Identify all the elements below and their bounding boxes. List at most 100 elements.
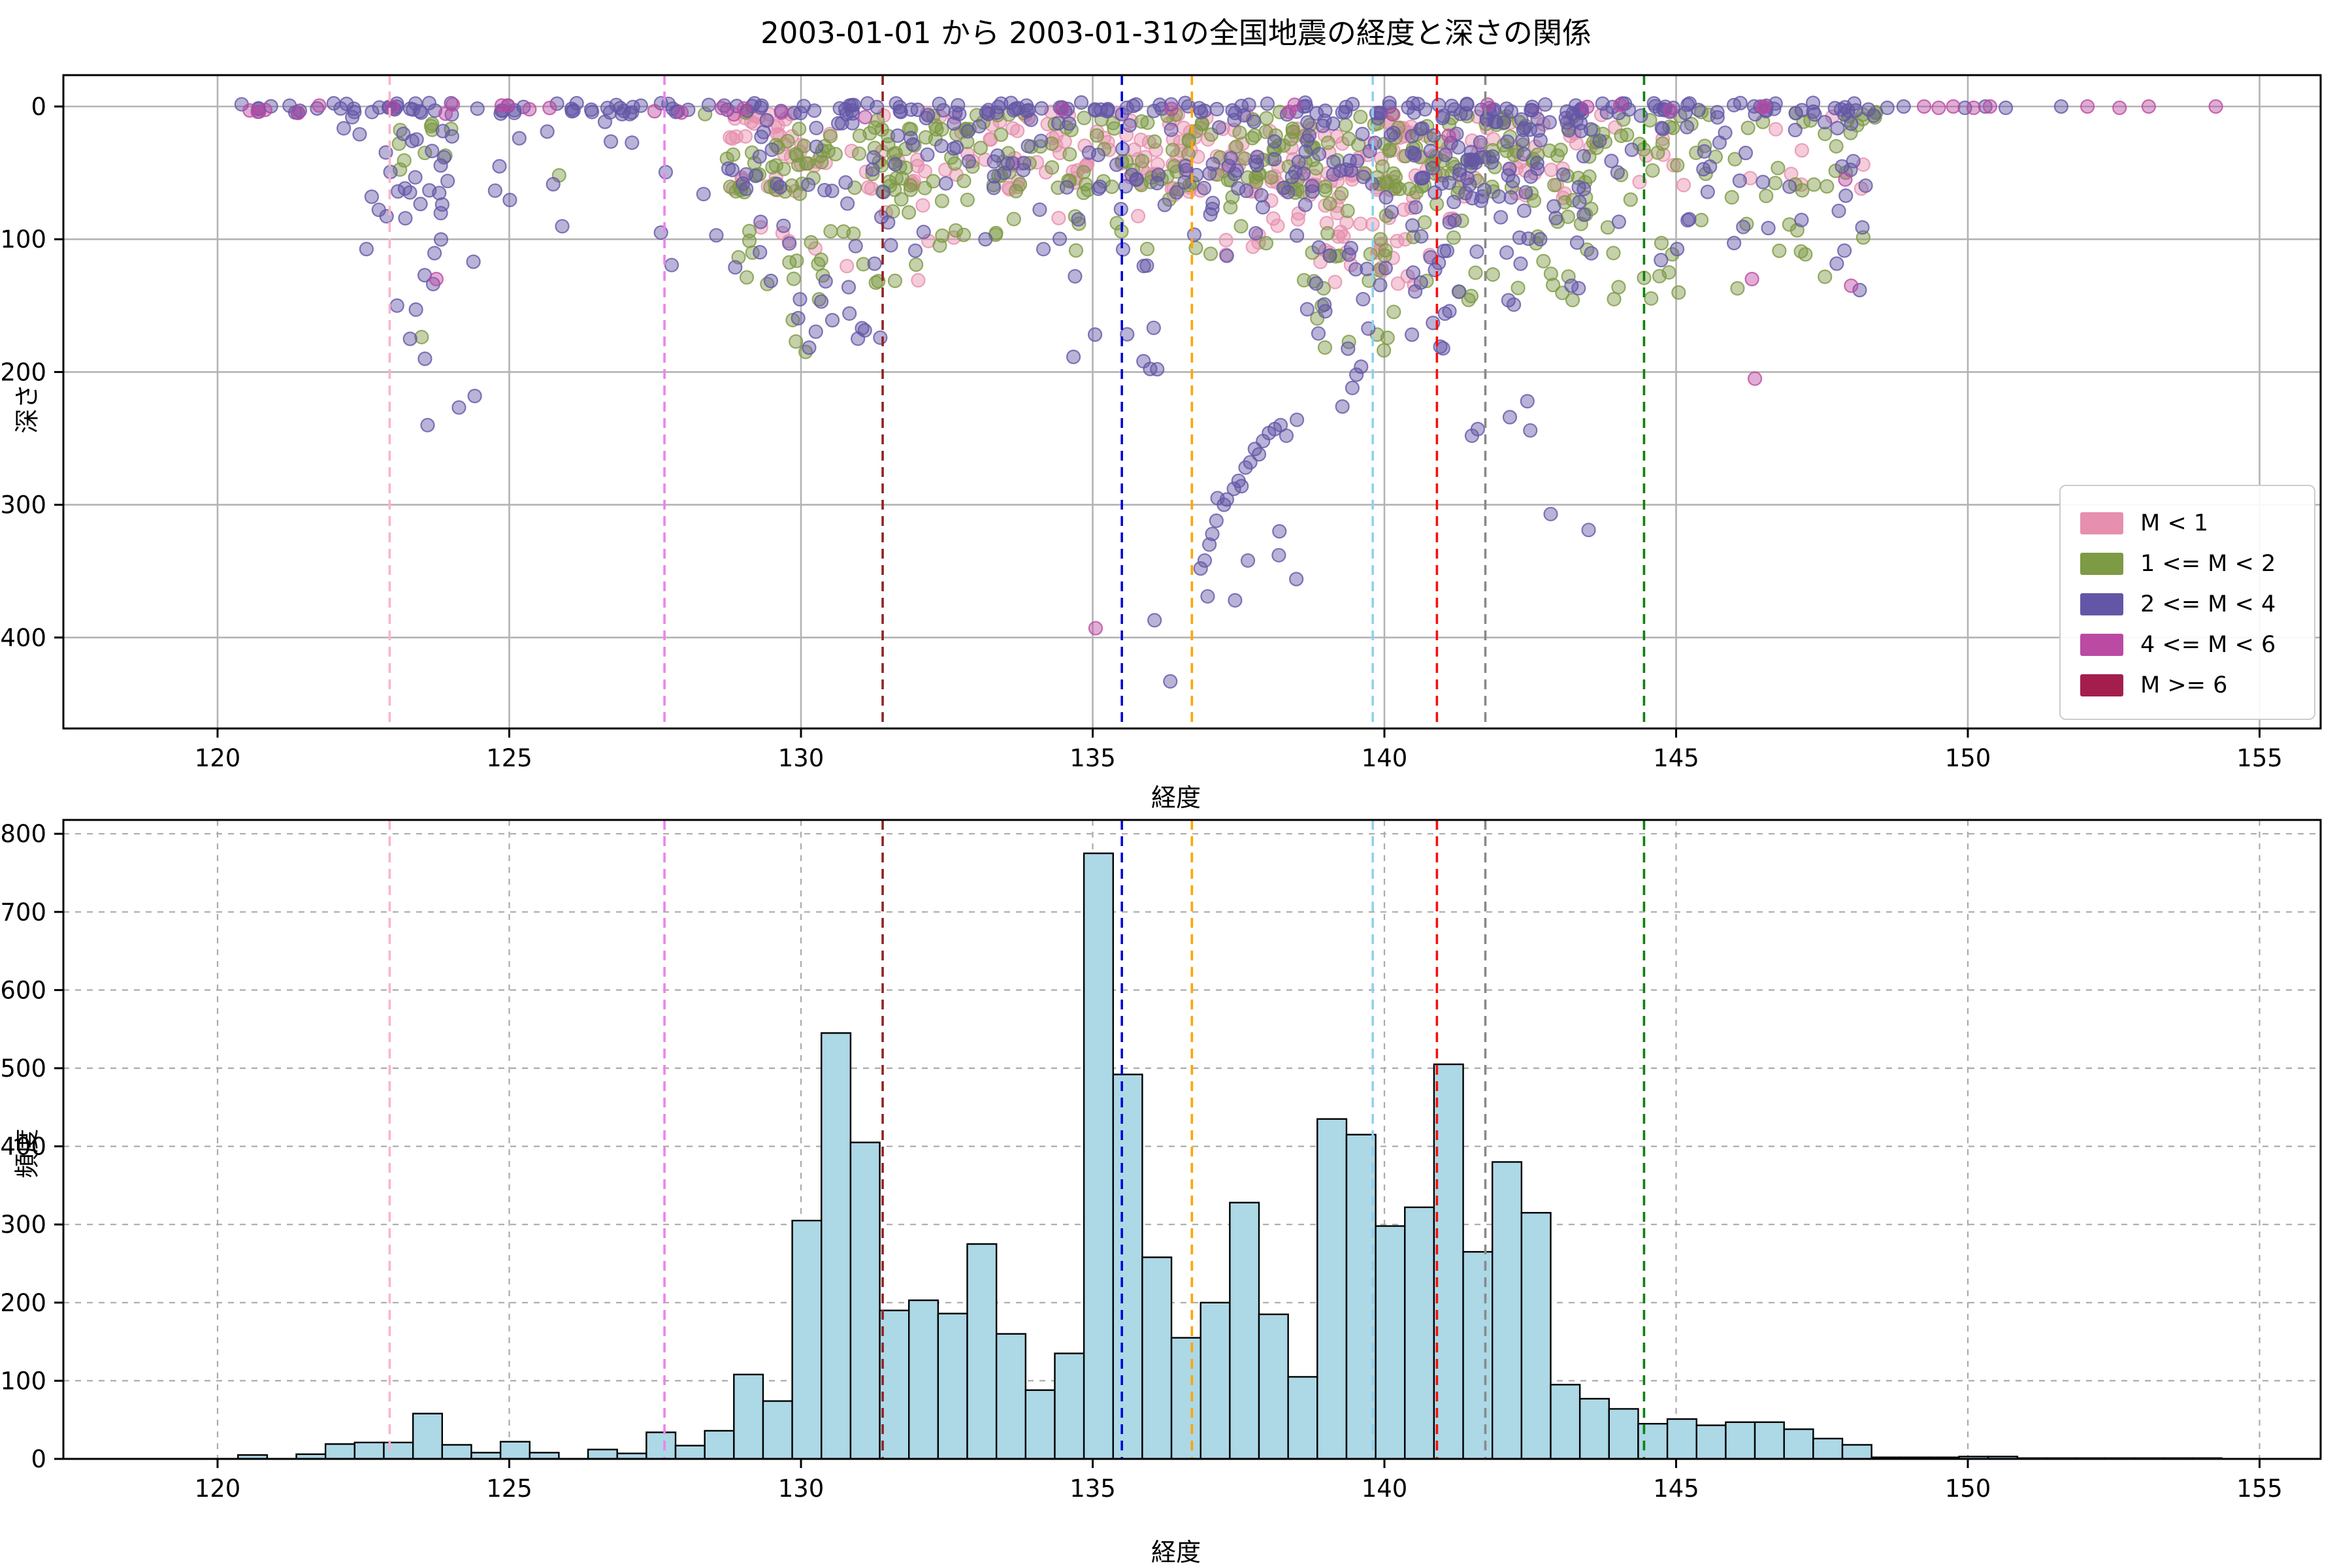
histogram-ytick-label: 300 bbox=[0, 1211, 46, 1239]
magnitude-legend: M < 1 1 <= M < 2 2 <= M < 4 4 <= M < 6 M >= … bbox=[2059, 485, 2315, 720]
histogram-xtick-label: 130 bbox=[778, 1475, 825, 1503]
tick-labels: 120 125 130 135 140 145 150 155 0 100 200 300 400 120… bbox=[0, 93, 2282, 1503]
histogram-bar bbox=[1083, 852, 1114, 1460]
histogram-ytick-label: 100 bbox=[0, 1367, 46, 1395]
histogram-bar bbox=[1433, 1063, 1464, 1460]
scatter-xtick-label: 120 bbox=[195, 744, 241, 772]
scatter-xtick-label: 150 bbox=[1945, 744, 1991, 772]
histogram-bar bbox=[733, 1373, 764, 1460]
histogram-bar bbox=[587, 1448, 618, 1460]
histogram-bar bbox=[1725, 1421, 1756, 1460]
legend-item: M >= 6 bbox=[2080, 665, 2314, 706]
histogram-bar bbox=[1345, 1134, 1377, 1460]
histogram-bar bbox=[1024, 1389, 1056, 1460]
histogram-bar bbox=[1841, 1444, 1872, 1460]
histogram-bar bbox=[1287, 1376, 1318, 1460]
histogram-bar bbox=[908, 1299, 939, 1460]
histogram-bar bbox=[704, 1429, 735, 1460]
histogram-bar bbox=[879, 1309, 910, 1460]
histogram-ytick-label: 200 bbox=[0, 1289, 46, 1317]
scatter-ytick-label: 100 bbox=[0, 225, 46, 253]
histogram-bar bbox=[1200, 1301, 1231, 1460]
scatter-ytick-label: 300 bbox=[0, 491, 46, 519]
histogram-bar bbox=[1492, 1161, 1523, 1460]
histogram-bar bbox=[937, 1313, 968, 1460]
histogram-xtick-label: 150 bbox=[1945, 1475, 1991, 1503]
scatter-ytick-label: 0 bbox=[31, 93, 46, 121]
histogram-bar bbox=[1695, 1424, 1727, 1460]
histogram-bar bbox=[1520, 1212, 1552, 1460]
legend-item: 2 <= M < 4 bbox=[2080, 584, 2314, 625]
histogram-bar bbox=[1812, 1437, 1844, 1460]
histogram-ytick-label: 0 bbox=[31, 1445, 46, 1473]
histogram-bar bbox=[499, 1441, 531, 1460]
histogram-bar bbox=[1462, 1250, 1494, 1460]
histogram-ytick-label: 500 bbox=[0, 1054, 46, 1083]
legend-item: 1 <= M < 2 bbox=[2080, 544, 2314, 584]
legend-label: 2 <= M < 4 bbox=[2140, 591, 2276, 617]
figure-title: 2003-01-01 から 2003-01-31の全国地震の経度と深さの関係 bbox=[760, 16, 1592, 50]
scatter-vlines bbox=[388, 75, 1646, 728]
scatter-xtick-label: 145 bbox=[1653, 744, 1699, 772]
scatter-series-m bbox=[242, 97, 2223, 636]
histogram-xtick-label: 155 bbox=[2236, 1475, 2283, 1503]
legend-label: 4 <= M < 6 bbox=[2140, 632, 2276, 658]
histogram-bar bbox=[1578, 1397, 1610, 1460]
scatter-xtick-label: 155 bbox=[2236, 744, 2283, 772]
legend-swatch bbox=[2080, 674, 2123, 696]
histogram-bar bbox=[1258, 1313, 1289, 1460]
histogram-bar bbox=[849, 1141, 881, 1460]
histogram-xtick-label: 140 bbox=[1362, 1475, 1408, 1503]
histogram-bar bbox=[762, 1400, 793, 1460]
histogram-bar bbox=[1783, 1428, 1814, 1460]
histogram-xtick-label: 120 bbox=[195, 1475, 241, 1503]
histogram-bar bbox=[1316, 1118, 1348, 1460]
histogram-bar bbox=[1754, 1421, 1785, 1460]
histogram-bar bbox=[1608, 1408, 1639, 1460]
scatter-xtick-label: 140 bbox=[1362, 744, 1408, 772]
histogram-bar bbox=[791, 1220, 823, 1460]
histogram-ytick-label: 700 bbox=[0, 898, 46, 926]
histogram-bar bbox=[1141, 1256, 1173, 1460]
histogram-xtick-label: 125 bbox=[486, 1475, 532, 1503]
histogram-bar bbox=[995, 1333, 1027, 1460]
histogram-bar bbox=[821, 1032, 852, 1460]
scatter-xtick-label: 125 bbox=[486, 744, 532, 772]
legend-swatch bbox=[2080, 634, 2123, 656]
histogram-bar bbox=[1404, 1206, 1435, 1460]
histogram-bar bbox=[1375, 1225, 1406, 1460]
scatter-xlabel: 経度 bbox=[1151, 783, 1201, 812]
scatter-ylabel: 深さ bbox=[12, 384, 42, 434]
legend-item: M < 1 bbox=[2080, 503, 2314, 544]
histogram-ylabel: 頻度 bbox=[12, 1128, 42, 1179]
legend-label: M >= 6 bbox=[2140, 672, 2228, 698]
histogram-bar bbox=[325, 1443, 356, 1460]
histogram-bar bbox=[1229, 1201, 1260, 1460]
histogram-bar bbox=[441, 1444, 472, 1460]
histogram-bar bbox=[1550, 1384, 1581, 1460]
histogram-bar bbox=[1112, 1073, 1143, 1460]
histogram-bar bbox=[674, 1445, 706, 1460]
histogram-xtick-label: 135 bbox=[1070, 1475, 1116, 1503]
legend-swatch bbox=[2080, 553, 2123, 575]
scatter-xtick-label: 135 bbox=[1070, 744, 1116, 772]
histogram-bars bbox=[237, 852, 2223, 1460]
histogram-ytick-label: 400 bbox=[0, 1133, 46, 1161]
histogram-bar bbox=[1170, 1337, 1201, 1460]
histogram-bar bbox=[412, 1413, 444, 1460]
scatter-xtick-label: 130 bbox=[778, 744, 825, 772]
histogram-bar bbox=[353, 1441, 385, 1460]
histogram-ytick-label: 600 bbox=[0, 976, 46, 1004]
histogram-bar bbox=[966, 1243, 998, 1460]
histogram-bar bbox=[383, 1441, 414, 1460]
scatter-ytick-label: 200 bbox=[0, 358, 46, 386]
scatter-ytick-label: 400 bbox=[0, 624, 46, 652]
histogram-ytick-label: 800 bbox=[0, 820, 46, 848]
legend-swatch bbox=[2080, 512, 2123, 534]
histogram-axes-box bbox=[62, 819, 2322, 1460]
histogram-vlines bbox=[388, 820, 1646, 1459]
legend-item: 4 <= M < 6 bbox=[2080, 625, 2314, 665]
histogram-xlabel: 経度 bbox=[1151, 1538, 1201, 1567]
